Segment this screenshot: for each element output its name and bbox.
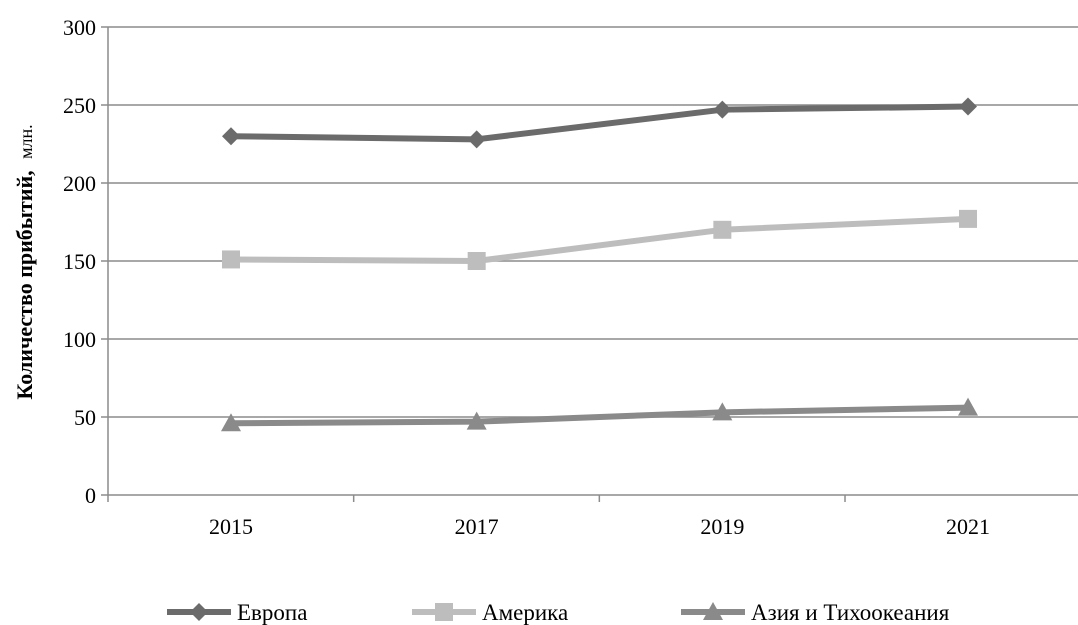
axes-layer: 0 50 100 150 200 250 300 2015 2017 2019 2021: [63, 15, 1078, 539]
data-point: [712, 402, 733, 421]
legend-marker: [435, 603, 453, 621]
data-point: [467, 130, 486, 149]
legend-label: Азия и Тихоокеания: [751, 600, 950, 625]
x-tick-label: 2019: [700, 514, 744, 539]
y-axis-label-unit: млн.: [16, 124, 36, 159]
data-point: [959, 209, 978, 228]
series-line: [228, 215, 972, 264]
y-axis-label-main: Количество прибытий,: [12, 170, 37, 399]
data-point: [222, 250, 240, 269]
y-tick-label: 200: [63, 171, 96, 196]
data-point: [959, 97, 978, 116]
data-point: [713, 100, 732, 119]
series-line: [228, 103, 972, 143]
y-tick-label: 300: [63, 15, 96, 40]
labels-layer: Количество прибытий, млн.: [12, 124, 37, 399]
x-tick-label: 2017: [455, 514, 499, 539]
legend-item: Азия и Тихоокеания: [681, 600, 950, 625]
series-layer: [221, 97, 979, 432]
y-tick-label: 50: [74, 405, 96, 430]
data-point: [221, 413, 241, 432]
series-line: [228, 404, 972, 427]
series-2: [221, 397, 979, 432]
y-tick-label: 100: [63, 327, 96, 352]
data-point: [958, 397, 979, 416]
y-tick-label: 0: [85, 483, 96, 508]
x-tick-label: 2021: [946, 514, 990, 539]
legend-label: Америка: [482, 600, 568, 625]
legend: Европа Америка Азия и Тихоокеания: [167, 600, 950, 625]
legend-marker: [703, 602, 723, 620]
data-point: [222, 127, 240, 146]
data-point: [467, 252, 486, 270]
series-0: [222, 97, 978, 149]
y-tick-label: 150: [63, 249, 96, 274]
data-point: [466, 411, 487, 430]
data-point: [713, 220, 732, 239]
y-axis-label: Количество прибытий, млн.: [12, 124, 37, 399]
x-tick-label: 2015: [209, 514, 253, 539]
y-tick-label: 250: [63, 93, 96, 118]
legend-item: Европа: [167, 600, 307, 625]
legend-marker: [190, 603, 208, 621]
legend-label: Европа: [237, 600, 307, 625]
series-1: [222, 209, 978, 270]
legend-item: Америка: [412, 600, 568, 625]
